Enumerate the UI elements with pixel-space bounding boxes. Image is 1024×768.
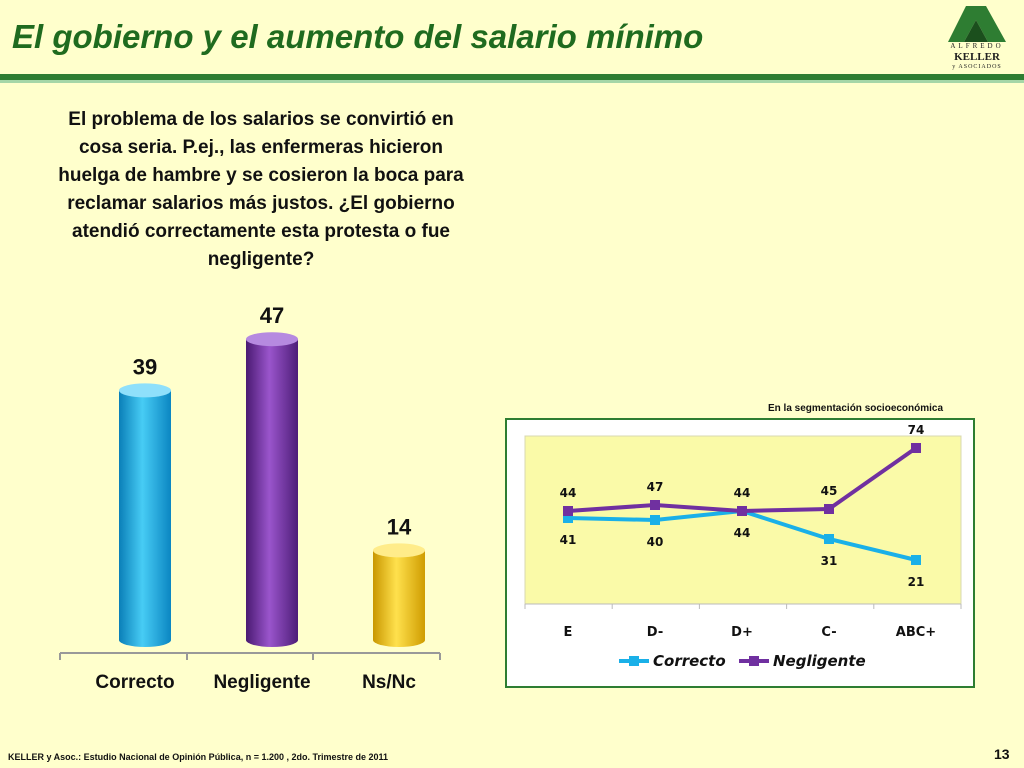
data-label-correcto: 40 bbox=[647, 535, 664, 549]
point-correcto bbox=[911, 555, 921, 565]
line-category-label: D- bbox=[647, 625, 663, 640]
data-label-correcto: 44 bbox=[734, 526, 751, 540]
source-footnote: KELLER y Asoc.: Estudio Nacional de Opin… bbox=[8, 752, 389, 762]
legend-marker-correcto bbox=[629, 656, 639, 666]
bar-category-label: Correcto bbox=[95, 672, 174, 693]
bar-nsnc bbox=[373, 543, 425, 647]
point-negligente bbox=[911, 443, 921, 453]
data-label-negligente: 44 bbox=[734, 486, 751, 500]
bar-body bbox=[246, 339, 298, 647]
bar-body bbox=[373, 550, 425, 647]
bar-chart: 39 Correcto 47 Negligente 14 Ns/Nc bbox=[59, 303, 441, 693]
point-correcto bbox=[650, 515, 660, 525]
point-negligente bbox=[650, 500, 660, 510]
data-label-negligente: 44 bbox=[560, 486, 577, 500]
header-divider-accent bbox=[0, 80, 1024, 83]
bar-top bbox=[373, 543, 425, 558]
bar-value-label: 14 bbox=[387, 514, 412, 539]
legend-label-negligente: Negligente bbox=[773, 652, 866, 670]
legend-label-correcto: Correcto bbox=[653, 652, 726, 670]
segment-line-chart: E D- D+ C- ABC+ 41 40 44 31 21 44 47 44 45 74 Correcto N… bbox=[524, 423, 962, 670]
segment-chart-frame: E D- D+ C- ABC+ 41 40 44 31 21 44 47 44 45 74 Correcto N… bbox=[505, 418, 975, 688]
data-label-correcto: 41 bbox=[560, 533, 577, 547]
data-label-negligente: 47 bbox=[647, 480, 664, 494]
page-number: 13 bbox=[994, 746, 1010, 762]
line-category-label: D+ bbox=[731, 625, 753, 640]
line-category-label: ABC+ bbox=[896, 625, 936, 640]
logo-line-3: y ASOCIADOS bbox=[952, 64, 1002, 70]
line-category-label: C- bbox=[821, 625, 836, 640]
point-correcto bbox=[563, 513, 573, 523]
bar-top bbox=[246, 332, 298, 347]
point-negligente bbox=[737, 506, 747, 516]
bar-value-label: 39 bbox=[133, 354, 157, 379]
point-negligente bbox=[824, 504, 834, 514]
bar-value-label: 47 bbox=[260, 303, 284, 328]
bar-negligente bbox=[246, 332, 298, 647]
keller-logo-mark bbox=[948, 6, 1006, 42]
point-correcto bbox=[824, 534, 834, 544]
legend-marker-negligente bbox=[749, 656, 759, 666]
survey-question: El problema de los salarios se convirtió… bbox=[58, 109, 464, 270]
header-divider bbox=[0, 74, 1024, 80]
bar-top bbox=[119, 383, 171, 398]
line-category-label: E bbox=[564, 625, 573, 640]
bar-body bbox=[119, 390, 171, 647]
bar-category-label: Ns/Nc bbox=[362, 672, 416, 693]
logo-line-2: KELLER bbox=[954, 51, 1000, 63]
logo-line-1: ALFREDO bbox=[950, 42, 1004, 50]
data-label-correcto: 21 bbox=[908, 575, 925, 589]
data-label-negligente: 74 bbox=[908, 423, 925, 437]
keller-logo bbox=[946, 4, 1008, 74]
slide-title: El gobierno y el aumento del salario mín… bbox=[12, 18, 704, 55]
bar-category-label: Negligente bbox=[213, 672, 310, 693]
segment-chart-caption: En la segmentación socioeconómica bbox=[768, 403, 944, 414]
bar-correcto bbox=[119, 383, 171, 647]
data-label-negligente: 45 bbox=[821, 484, 838, 498]
data-label-correcto: 31 bbox=[821, 554, 838, 568]
point-negligente bbox=[563, 506, 573, 516]
